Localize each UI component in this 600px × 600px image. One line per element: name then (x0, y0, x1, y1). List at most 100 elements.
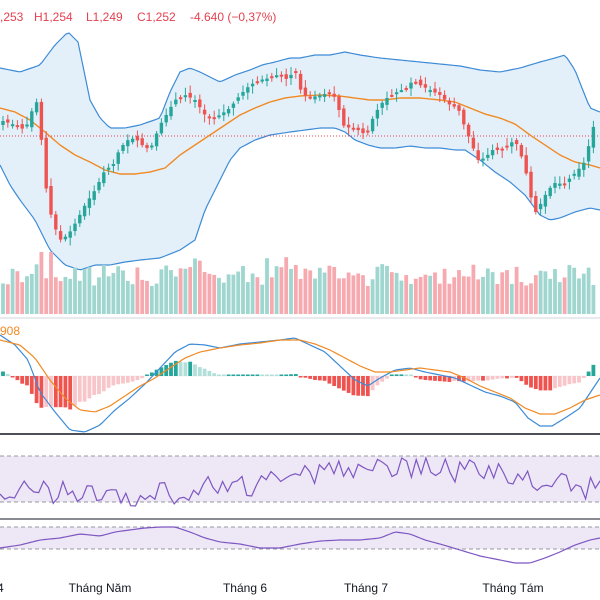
price-pane[interactable] (0, 32, 600, 271)
candle (159, 122, 164, 134)
candle (111, 164, 116, 167)
volume-pane (1, 252, 596, 314)
macd-histogram-bar (562, 376, 567, 386)
volume-bar (116, 266, 121, 314)
macd-histogram-bar (178, 361, 183, 376)
volume-bar (524, 285, 529, 314)
candle (404, 87, 408, 90)
macd-histogram-bar (466, 376, 471, 382)
macd-histogram-bar (418, 376, 423, 380)
volume-bar (140, 279, 145, 314)
macd-histogram-bar (317, 376, 322, 381)
volume-bar (106, 276, 111, 314)
macd-histogram-bar (44, 376, 49, 408)
volume-bar (5, 284, 10, 314)
macd-histogram-bar (15, 376, 20, 381)
candle (68, 231, 72, 238)
macd-histogram-bar (394, 374, 399, 376)
candle (298, 73, 303, 90)
macd-histogram-bar (77, 376, 82, 402)
candle (193, 100, 197, 102)
candle (346, 124, 351, 128)
x-axis: 4 Tháng Năm Tháng 6 Tháng 7 Tháng Tám (0, 581, 544, 595)
volume-bar (514, 266, 519, 314)
candle (63, 236, 68, 240)
oscillator-2-band (0, 527, 600, 549)
candle (423, 84, 428, 88)
volume-bar (97, 277, 101, 314)
legend-open: ,253 (0, 10, 24, 24)
volume-bar (188, 267, 193, 314)
macd-histogram-bar (409, 374, 413, 376)
candle (548, 187, 552, 197)
candle (505, 145, 509, 148)
candle (486, 154, 490, 158)
candle (529, 171, 533, 198)
volume-bar (317, 267, 322, 314)
macd-histogram-bar (265, 374, 269, 376)
candle (92, 191, 96, 200)
candle (87, 198, 92, 208)
macd-histogram-bar (193, 364, 197, 376)
candle (452, 104, 456, 107)
bollinger-band-fill (0, 33, 600, 270)
macd-histogram-bar (581, 376, 586, 378)
volume-bar (245, 282, 250, 314)
macd-histogram-bar (5, 373, 10, 376)
volume-bar (130, 284, 135, 314)
volume-bar (471, 264, 476, 314)
volume-bar (289, 268, 293, 314)
candle (226, 108, 231, 114)
macd-histogram-bar (293, 374, 298, 376)
volume-bar (553, 269, 557, 314)
macd-histogram-bar (485, 376, 490, 381)
candle (510, 142, 514, 147)
candle (394, 92, 399, 95)
macd-histogram-bar (548, 376, 553, 391)
macd-histogram-bar (519, 376, 524, 382)
volume-bar (73, 267, 77, 314)
macd-histogram-bar (1, 371, 5, 376)
volume-bar (586, 267, 591, 314)
macd-histogram-bar (577, 376, 581, 383)
candle (322, 94, 327, 97)
macd-histogram-bar (543, 376, 548, 391)
macd-histogram-bar (212, 373, 217, 376)
candle (1, 121, 5, 125)
macd-histogram-bar (572, 376, 577, 384)
volume-bar (509, 283, 514, 314)
candle (313, 96, 317, 100)
macd-histogram-bar (361, 376, 365, 396)
volume-bar (255, 277, 260, 314)
candle (231, 103, 236, 108)
candle (332, 93, 336, 97)
macd-histogram-bar (303, 376, 308, 378)
x-tick-label: Tháng 7 (344, 581, 388, 595)
macd-histogram-bar (269, 374, 274, 376)
volume-bar (226, 274, 231, 314)
volume-bar (212, 274, 217, 314)
macd-histogram-bar (34, 376, 39, 404)
macd-histogram-bar (404, 374, 409, 376)
volume-bar (380, 264, 385, 314)
volume-bar (495, 284, 500, 314)
volume-bar (481, 276, 485, 314)
volume-bar (159, 269, 164, 314)
volume-bar (543, 271, 548, 314)
candle (385, 98, 389, 105)
macd-histogram-bar (461, 376, 466, 382)
macd-histogram-bar (509, 376, 514, 378)
candle (519, 145, 524, 157)
candle (250, 83, 255, 87)
volume-bar (500, 272, 505, 314)
candle (558, 183, 562, 186)
candle (471, 137, 476, 149)
volume-bar (154, 283, 159, 314)
volume-bar (308, 270, 313, 314)
volume-bar (53, 277, 58, 314)
volume-bar (231, 274, 236, 314)
candle (457, 105, 461, 111)
volume-bar (101, 264, 106, 314)
macd-histogram-bar (101, 376, 106, 392)
